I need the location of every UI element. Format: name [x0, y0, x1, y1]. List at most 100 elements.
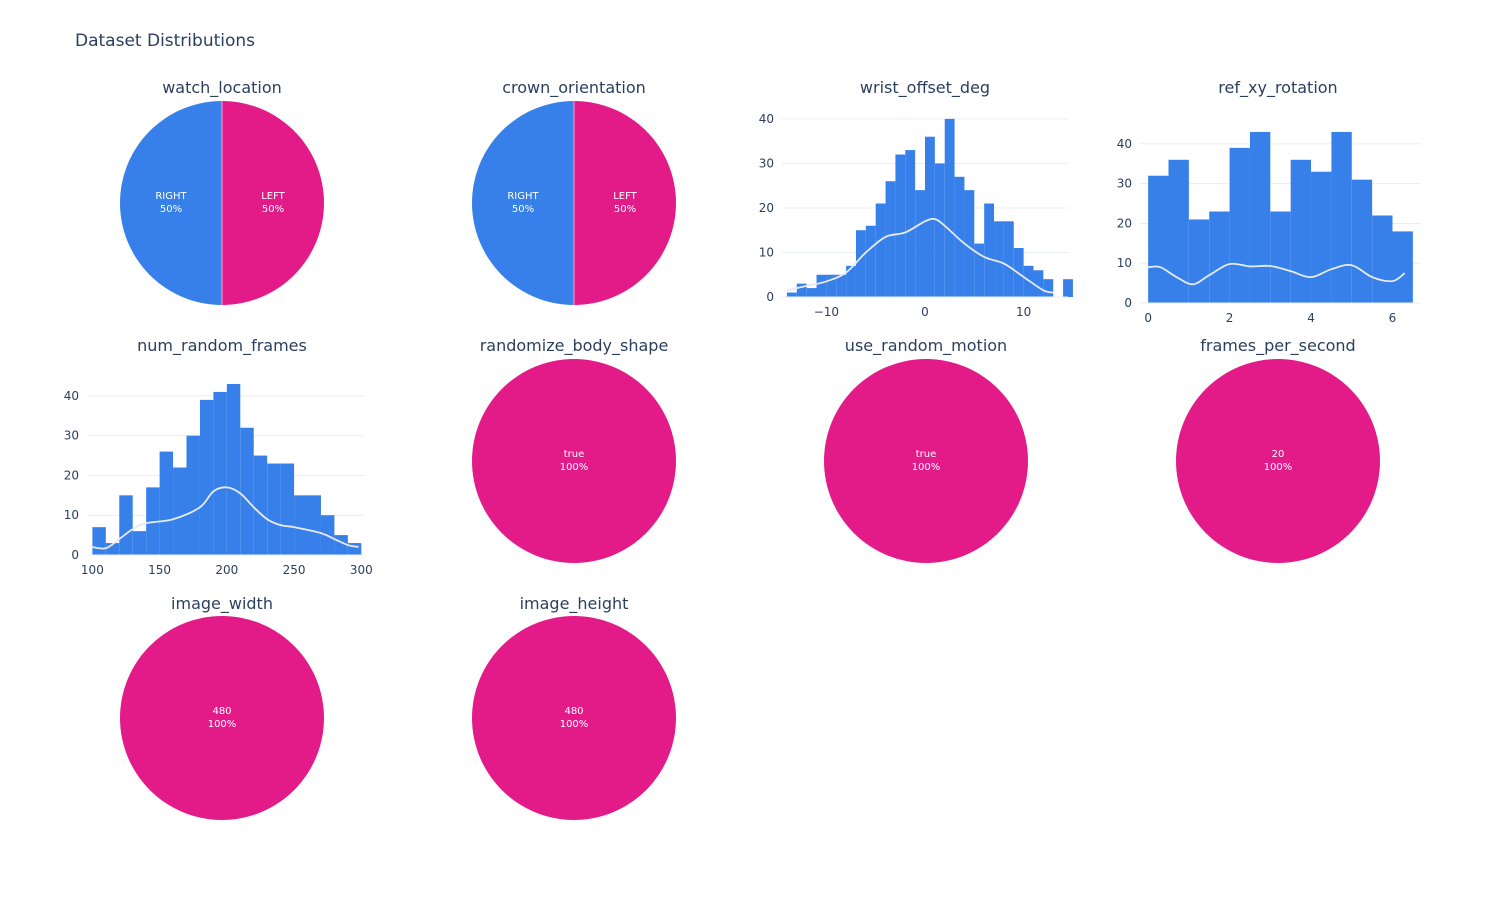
pie-slice [120, 101, 222, 305]
histogram-bar [796, 283, 807, 297]
histogram-bar [1331, 131, 1352, 303]
slice-label: 480 [564, 706, 583, 717]
histogram-bar [1290, 159, 1312, 303]
histogram-bar [307, 495, 321, 555]
slice-percent: 100% [208, 719, 237, 730]
ytick-label: 10 [1117, 256, 1132, 270]
pie-slice [472, 101, 574, 305]
histogram-bar [1270, 211, 1291, 303]
histogram-bar [1168, 159, 1189, 303]
histogram-bar [934, 163, 945, 297]
slice-percent: 50% [614, 204, 636, 215]
xtick-label: 6 [1389, 311, 1397, 325]
histogram-bar [1351, 179, 1373, 303]
histogram-bar [146, 487, 160, 555]
xtick-label: 300 [350, 563, 373, 577]
slice-percent: 50% [160, 204, 182, 215]
subplot-ref_xy_rotation: 0 10 20 30 40 0 2 4 6 [1117, 131, 1421, 325]
subplot-image_width: 480 100% [120, 616, 324, 820]
subplot-title: crown_orientation [502, 78, 646, 97]
slice-label: LEFT [261, 191, 285, 202]
histogram-bar [213, 391, 227, 555]
ytick-label: 40 [64, 389, 79, 403]
histogram-bar [944, 118, 955, 298]
histogram-bar [240, 427, 254, 555]
histogram-bar [895, 154, 906, 297]
subplot-title: watch_location [162, 78, 282, 97]
slice-label: true [564, 449, 585, 460]
histogram-bar [925, 136, 935, 297]
slice-label: LEFT [613, 191, 637, 202]
ytick-label: 20 [1117, 216, 1132, 230]
subplot-title: wrist_offset_deg [859, 78, 991, 97]
histogram-bar [1003, 221, 1014, 297]
histogram-bar [1188, 219, 1210, 303]
slice-percent: 50% [512, 204, 534, 215]
histogram-bar [186, 435, 200, 555]
ytick-label: 40 [1117, 137, 1132, 151]
slice-label: RIGHT [155, 191, 187, 202]
subplot-title: use_random_motion [844, 336, 1008, 355]
xtick-label: 2 [1226, 311, 1234, 325]
histogram-bar [1392, 231, 1413, 303]
slice-percent: 100% [560, 462, 589, 473]
xtick-label: 10 [1016, 305, 1031, 319]
subplot-randomize_body_shape: true 100% [472, 359, 676, 563]
ytick-label: 0 [71, 548, 79, 562]
ytick-label: 30 [1117, 177, 1132, 191]
slice-percent: 100% [560, 719, 589, 730]
histogram-bar [885, 181, 896, 297]
pie-slice [574, 101, 676, 305]
xtick-label: 100 [81, 563, 104, 577]
histogram-bar [280, 463, 295, 555]
pie-slice [824, 359, 1028, 563]
kde-curve [786, 217, 1054, 294]
subplot-title: image_height [519, 594, 629, 613]
ytick-label: 10 [64, 508, 79, 522]
subplot-frames_per_second: 20 100% [1176, 359, 1380, 563]
pie-slice [120, 616, 324, 820]
histogram-bar [1229, 147, 1250, 303]
histogram-bar [92, 527, 106, 555]
histogram-bar [826, 274, 837, 297]
histogram-bar [1033, 270, 1044, 297]
kde-curve [92, 486, 359, 550]
histogram-bar [846, 265, 856, 297]
subplot-crown_orientation: RIGHT 50% LEFT 50% [472, 101, 676, 305]
slice-label: 20 [1272, 449, 1285, 460]
xtick-label: 250 [283, 563, 306, 577]
histogram-bar [159, 451, 174, 555]
slice-percent: 100% [1264, 462, 1293, 473]
ytick-label: 40 [759, 112, 774, 126]
histogram-bar [905, 150, 916, 297]
xtick-label: 200 [215, 563, 238, 577]
histogram-bar [267, 463, 281, 555]
histogram-bar [173, 467, 187, 555]
kde-curve [1148, 262, 1406, 286]
histogram-bar [294, 495, 308, 555]
histogram-bar [105, 543, 120, 555]
subplot-title: image_width [171, 594, 273, 613]
histogram-bar [964, 190, 975, 297]
histogram-bar [954, 176, 965, 297]
histogram-bar [974, 243, 985, 297]
histogram-bar [226, 383, 241, 555]
histogram-bar [1372, 215, 1393, 303]
xtick-label: 0 [1144, 311, 1152, 325]
slice-percent: 50% [262, 204, 284, 215]
histogram-bar [347, 543, 362, 555]
subplot-wrist_offset_deg: 0 10 20 30 40 −10 0 10 [759, 112, 1073, 319]
subplot-title: num_random_frames [137, 336, 307, 355]
histogram-bar [786, 292, 797, 297]
pie-slice [472, 359, 676, 563]
subplot-num_random_frames: 0 10 20 30 40 100 150 200 250 300 [64, 383, 373, 577]
histogram-bar [836, 274, 847, 297]
histogram-bar [199, 399, 214, 555]
histogram-bar [253, 455, 268, 555]
pie-slice [1176, 359, 1380, 563]
slice-label: RIGHT [507, 191, 539, 202]
xtick-label: 4 [1307, 311, 1315, 325]
histogram-bar [132, 531, 147, 555]
xtick-label: 0 [921, 305, 929, 319]
histogram-bar [994, 221, 1004, 297]
